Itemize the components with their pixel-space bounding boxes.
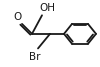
Text: Br: Br: [29, 52, 41, 62]
Text: O: O: [13, 12, 21, 22]
Text: OH: OH: [39, 3, 55, 13]
